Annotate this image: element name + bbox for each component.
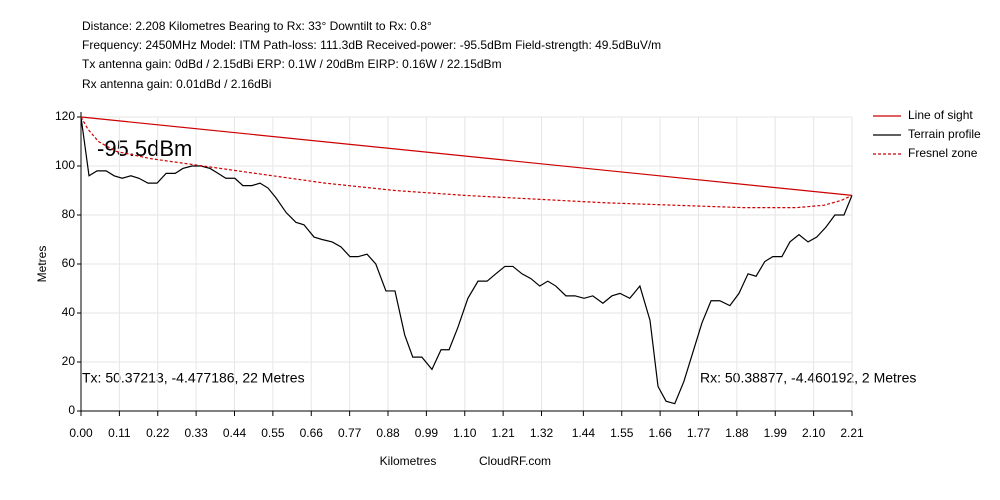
received-power-annotation: -95.5dBm [97, 136, 192, 161]
credit: CloudRF.com [479, 454, 551, 468]
y-tick-label: 80 [62, 207, 76, 221]
series-line [80, 116, 853, 196]
y-tick-label: 120 [55, 109, 75, 123]
x-tick-label: 1.44 [572, 426, 596, 440]
header-line: Rx antenna gain: 0.01dBd / 2.16dBi [82, 77, 271, 91]
x-tick-label: 1.77 [687, 426, 711, 440]
rx-annotation: Rx: 50.38877, -4.460192, 2 Metres [700, 370, 916, 386]
x-tick-label: 2.21 [840, 426, 864, 440]
x-tick-label: 1.88 [725, 426, 749, 440]
legend-label: Fresnel zone [908, 146, 978, 160]
x-tick-label: 0.00 [69, 426, 93, 440]
x-tick-label: 1.21 [491, 426, 515, 440]
y-tick-label: 0 [68, 403, 75, 417]
y-tick-label: 40 [62, 305, 76, 319]
y-axis-label: Metres [35, 246, 49, 283]
header-line: Distance: 2.208 Kilometres Bearing to Rx… [82, 19, 432, 33]
x-tick-label: 1.66 [648, 426, 672, 440]
x-tick-label: 0.11 [108, 426, 131, 440]
tx-annotation: Tx: 50.37213, -4.477186, 22 Metres [82, 370, 305, 386]
x-tick-label: 0.99 [415, 426, 439, 440]
x-tick-label: 2.10 [802, 426, 826, 440]
x-tick-label: 0.88 [376, 426, 400, 440]
y-tick-label: 60 [62, 256, 76, 270]
x-tick-label: 1.55 [610, 426, 634, 440]
x-axis-label: Kilometres [380, 454, 437, 468]
legend-label: Terrain profile [908, 127, 981, 141]
header-line: Tx antenna gain: 0dBd / 2.15dBi ERP: 0.1… [82, 57, 502, 71]
x-tick-label: 0.66 [300, 426, 324, 440]
series-line [80, 116, 853, 405]
x-tick-label: 0.22 [146, 426, 170, 440]
header-line: Frequency: 2450MHz Model: ITM Path-loss:… [82, 38, 661, 52]
x-tick-label: 0.44 [223, 426, 247, 440]
x-tick-label: 0.77 [338, 426, 362, 440]
x-tick-label: 0.33 [184, 426, 208, 440]
x-tick-label: 0.55 [261, 426, 285, 440]
y-tick-label: 20 [62, 354, 76, 368]
legend-label: Line of sight [908, 108, 973, 122]
series-line [80, 116, 853, 209]
x-tick-label: 1.32 [530, 426, 554, 440]
x-tick-label: 1.99 [764, 426, 788, 440]
y-tick-label: 100 [55, 158, 75, 172]
x-tick-label: 1.10 [453, 426, 477, 440]
